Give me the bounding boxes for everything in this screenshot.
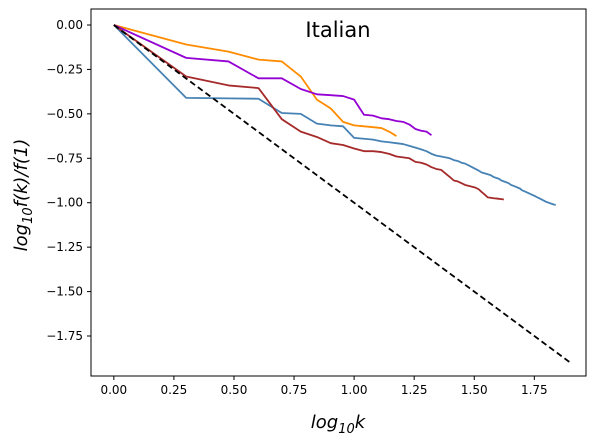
x-tick-label: 1.75: [521, 383, 548, 397]
x-tick-label: 1.50: [461, 383, 488, 397]
x-tick-label: 0.50: [221, 383, 248, 397]
series-layer: [113, 24, 571, 364]
y-tick-label: −0.50: [46, 107, 83, 121]
series-line-2: [113, 24, 397, 137]
x-axis-ticks: 0.00 0.25 0.50 0.75 1.00 1.25 1.50 1.75: [100, 376, 548, 397]
x-axis-label: log10k: [311, 412, 367, 437]
y-tick-label: −0.75: [46, 151, 83, 165]
y-tick-label: −1.25: [46, 240, 83, 254]
x-tick-label: 1.00: [341, 383, 368, 397]
series-line-4: [113, 24, 504, 201]
series-line-3: [113, 24, 433, 136]
y-tick-label: −0.25: [46, 62, 83, 76]
x-tick-label: 1.25: [401, 383, 428, 397]
plot-frame: [90, 8, 587, 377]
x-tick-label: 0.00: [100, 383, 127, 397]
x-tick-label: 0.75: [281, 383, 308, 397]
y-tick-label: −1.50: [46, 285, 83, 299]
series-line-1: [113, 24, 556, 206]
y-axis-label: log10f(k)/f(1): [11, 139, 36, 252]
y-tick-label: 0.00: [56, 18, 83, 32]
x-tick-label: 0.25: [161, 383, 188, 397]
y-tick-label: −1.75: [46, 329, 83, 343]
y-tick-label: −1.00: [46, 196, 83, 210]
chart-title: Italian: [305, 18, 370, 42]
y-axis-ticks: 0.00 −0.25 −0.50 −0.75 −1.00 −1.25 −1.50 −1.75: [46, 18, 91, 343]
